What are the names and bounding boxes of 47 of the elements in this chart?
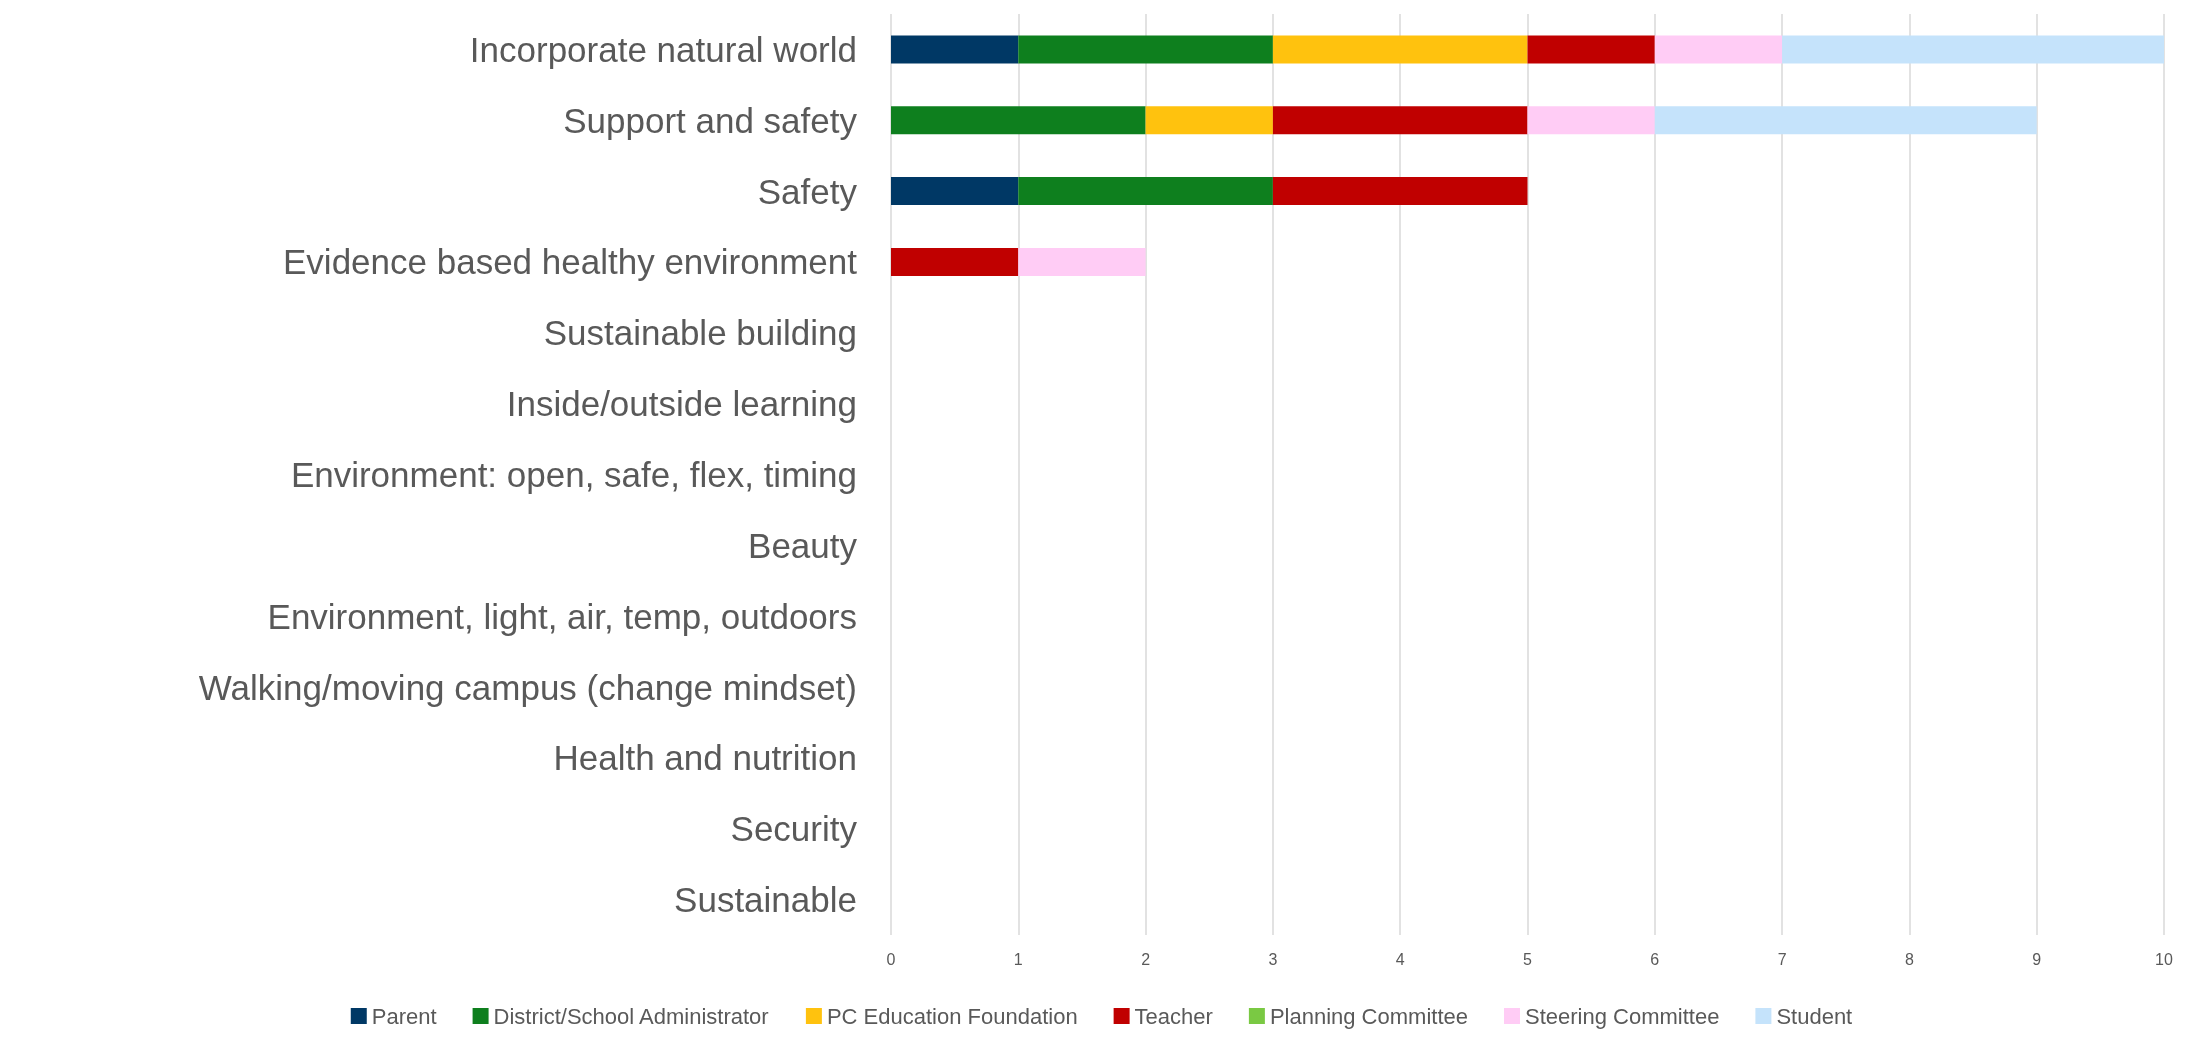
- bar: [1527, 106, 1655, 135]
- legend-label: Student: [1776, 1003, 1853, 1029]
- y-tick-label: Walking/moving campus (change mindset): [198, 667, 857, 707]
- legend-label: Parent: [371, 1003, 437, 1029]
- y-tick-label: Environment: open, safe, flex, timing: [290, 455, 857, 494]
- bar: [1272, 177, 1528, 206]
- y-tick-label: Incorporate natural world: [469, 29, 857, 69]
- bar: [1654, 106, 2037, 135]
- legend-label: PC Education Foundation: [826, 1003, 1078, 1029]
- y-tick-label: Sustainable building: [543, 313, 857, 353]
- bar: [1272, 35, 1528, 64]
- bar: [891, 247, 1019, 276]
- y-tick-label: Sustainable: [674, 880, 857, 920]
- bar: [891, 35, 1019, 64]
- bar: [1654, 35, 1783, 64]
- legend-label: Steering Committee: [1524, 1003, 1720, 1029]
- x-tick-label: 10: [2155, 950, 2173, 968]
- bar: [1018, 177, 1273, 206]
- bar: [1272, 106, 1528, 135]
- y-tick-label: Inside/outside learning: [506, 384, 857, 424]
- x-tick-label: 8: [1904, 950, 1914, 968]
- y-tick-label: Safety: [757, 171, 858, 211]
- x-tick-label: 5: [1523, 950, 1533, 968]
- bar: [1145, 106, 1273, 135]
- legend-label: Teacher: [1134, 1003, 1213, 1029]
- legend-label: Planning Committee: [1269, 1003, 1468, 1029]
- bar: [891, 106, 1146, 135]
- y-tick-label: Security: [730, 809, 858, 849]
- bar: [1527, 35, 1655, 64]
- x-tick-label: 3: [1268, 950, 1278, 968]
- y-tick-label: Health and nutrition: [553, 738, 857, 778]
- y-tick-label: Support and safety: [563, 100, 858, 140]
- x-tick-label: 9: [2032, 950, 2042, 968]
- bar: [1782, 35, 2164, 64]
- x-tick-label: 1: [1013, 950, 1023, 968]
- y-tick-label: Beauty: [748, 525, 858, 565]
- legend-label: District/School Administrator: [493, 1003, 769, 1029]
- bar: [891, 177, 1019, 206]
- bar: [1018, 35, 1273, 64]
- x-tick-label: 0: [886, 950, 896, 968]
- x-tick-label: 6: [1650, 950, 1660, 968]
- x-tick-label: 4: [1395, 950, 1405, 968]
- x-tick-label: 7: [1777, 950, 1787, 968]
- bar: [1018, 247, 1146, 276]
- x-tick-label: 2: [1141, 950, 1151, 968]
- y-tick-label: Environment, light, air, temp, outdoors: [267, 596, 857, 636]
- y-tick-label: Evidence based healthy environment: [283, 242, 858, 282]
